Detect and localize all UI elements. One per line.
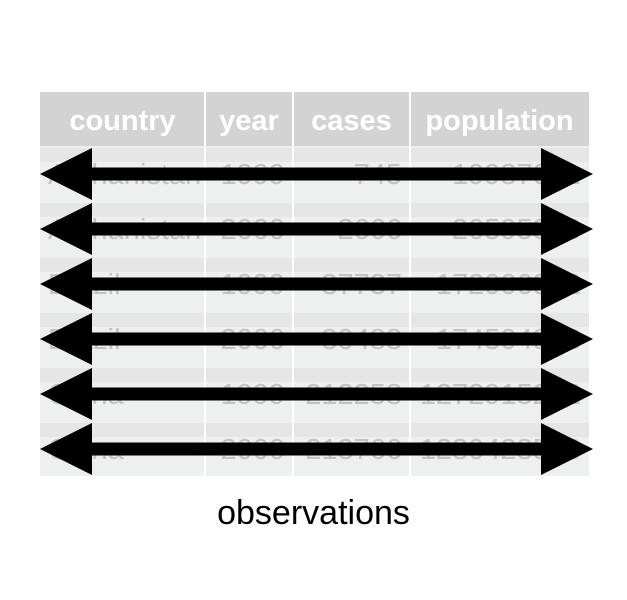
observation-arrow [40,258,593,310]
observation-arrow [40,368,593,420]
table-row-stripe [40,368,589,382]
arrow-head-right [541,258,593,310]
arrow-head-left [40,148,92,200]
arrow-head-right [541,368,593,420]
table-row-stripe [40,313,589,327]
observation-arrow [40,203,593,255]
table-row-stripe [40,423,589,437]
arrow-head-right [541,423,593,475]
table-row-stripe [40,258,589,272]
arrow-head-right [541,203,593,255]
arrow-head-left [40,203,92,255]
arrow-head-left [40,423,92,475]
arrow-head-left [40,258,92,310]
arrow-head-right [541,313,593,365]
table-row-stripe [40,148,589,162]
observation-arrows [40,148,593,475]
observation-arrow [40,148,593,200]
observation-arrow [40,423,593,475]
table-row-stripe [40,203,589,217]
column-header-country: country [69,105,175,137]
table-header-bar [40,92,589,146]
column-header-population: population [425,105,573,137]
arrow-head-left [40,368,92,420]
observation-arrow [40,313,593,365]
caption-observations: observations [217,494,410,532]
column-header-cases: cases [311,105,392,137]
column-header-year: year [219,105,279,137]
arrow-head-right [541,148,593,200]
arrow-head-left [40,313,92,365]
